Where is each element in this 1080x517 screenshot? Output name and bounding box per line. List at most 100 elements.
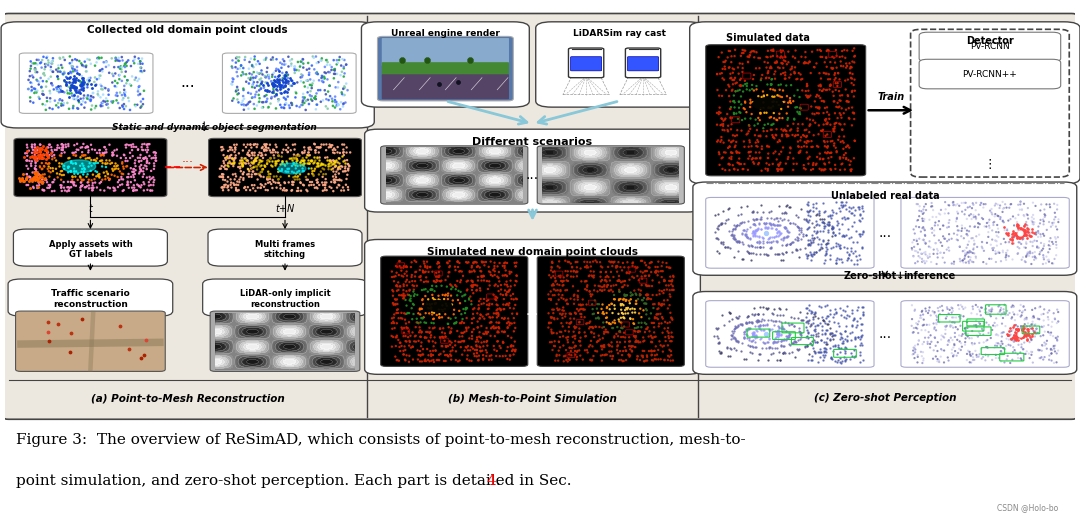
Point xyxy=(770,226,787,235)
Point xyxy=(458,314,475,322)
Point xyxy=(132,59,149,68)
Point xyxy=(242,75,259,84)
Point xyxy=(735,328,753,336)
Point xyxy=(509,295,526,303)
Point xyxy=(1039,328,1056,336)
Point xyxy=(728,131,745,140)
Point xyxy=(442,329,459,337)
Point xyxy=(454,267,471,276)
Point xyxy=(745,220,762,229)
Point xyxy=(782,239,799,247)
Point xyxy=(615,347,632,355)
Point xyxy=(264,184,281,192)
Point xyxy=(283,187,300,195)
Point xyxy=(639,291,657,299)
Point xyxy=(838,244,855,252)
Point xyxy=(117,157,134,165)
Point xyxy=(767,317,784,325)
Point xyxy=(463,267,481,276)
Point xyxy=(827,259,845,267)
Point xyxy=(470,305,487,313)
FancyBboxPatch shape xyxy=(362,22,529,107)
Point xyxy=(496,295,513,303)
Point xyxy=(282,146,299,155)
Point xyxy=(991,306,1009,314)
Point xyxy=(757,229,774,237)
Point xyxy=(388,356,405,364)
Point xyxy=(810,302,827,311)
Point xyxy=(784,238,801,246)
Point xyxy=(583,300,600,309)
Point xyxy=(488,310,505,318)
Point xyxy=(798,206,815,215)
Point xyxy=(831,87,848,95)
Point xyxy=(543,326,561,334)
Point xyxy=(431,277,448,285)
Point xyxy=(52,68,69,76)
Point xyxy=(303,178,321,186)
Point xyxy=(92,66,109,74)
Point xyxy=(463,277,481,285)
Point xyxy=(746,243,764,251)
Point xyxy=(825,224,842,233)
Point xyxy=(1012,229,1029,237)
Point xyxy=(265,77,282,85)
Point xyxy=(953,199,970,207)
Point xyxy=(305,172,322,180)
Point xyxy=(595,343,612,351)
Point xyxy=(721,74,739,83)
Point xyxy=(433,282,450,290)
Point xyxy=(234,68,252,77)
Point xyxy=(760,104,778,112)
Point xyxy=(1009,232,1026,240)
Point xyxy=(726,224,743,233)
Point xyxy=(764,325,781,333)
Point xyxy=(472,267,489,275)
Point xyxy=(1017,323,1035,331)
Point xyxy=(993,342,1010,350)
Point xyxy=(276,72,294,81)
Point xyxy=(298,66,315,74)
Point xyxy=(75,62,92,70)
Point xyxy=(1012,224,1029,232)
Point xyxy=(819,228,836,236)
Point xyxy=(829,322,847,330)
Point xyxy=(989,224,1007,233)
Point xyxy=(750,322,767,330)
Point xyxy=(800,128,818,136)
Point xyxy=(833,62,850,70)
Point xyxy=(976,356,994,364)
Point xyxy=(1020,319,1037,327)
Point xyxy=(741,235,758,243)
Point xyxy=(33,173,51,181)
Point xyxy=(586,256,604,265)
Point xyxy=(62,79,79,87)
Point xyxy=(419,263,436,271)
Point xyxy=(748,226,766,235)
Point xyxy=(119,178,136,187)
Point xyxy=(59,168,77,176)
Point xyxy=(1048,222,1065,231)
Point xyxy=(760,238,778,246)
Point xyxy=(226,148,243,156)
Point xyxy=(785,166,802,174)
Point xyxy=(321,140,338,148)
Point xyxy=(796,138,813,146)
Point xyxy=(921,243,939,251)
Point xyxy=(958,244,975,252)
Point xyxy=(757,222,774,231)
Point xyxy=(245,163,262,171)
Point xyxy=(955,258,972,267)
Point xyxy=(51,170,68,178)
Point xyxy=(750,316,767,324)
Point xyxy=(941,216,958,224)
Point xyxy=(661,277,678,285)
Point xyxy=(717,148,734,157)
Point xyxy=(252,157,269,165)
Point xyxy=(572,313,590,321)
Point xyxy=(141,186,159,194)
Point xyxy=(612,278,630,286)
Point xyxy=(224,63,241,71)
Point xyxy=(255,165,272,173)
Point xyxy=(779,233,796,241)
